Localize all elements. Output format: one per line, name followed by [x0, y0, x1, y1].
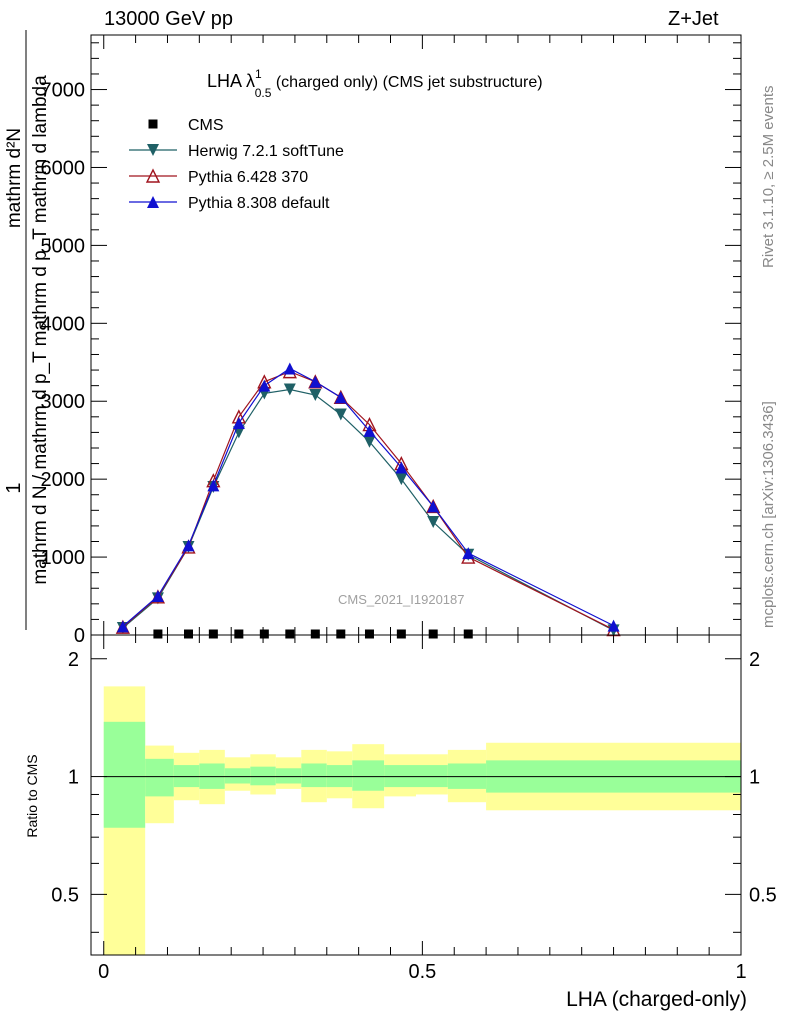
chart-title: LHA λ1 0.5 (charged only) (CMS jet substr… — [207, 67, 543, 100]
data-point-herwig-7-2-1-softtune — [395, 473, 408, 486]
data-point-cms — [310, 629, 320, 639]
data-point-pythia-8-308-default — [258, 379, 271, 392]
data-point-pythia-8-308-default — [395, 461, 408, 474]
data-point-pythia-8-308-default — [607, 619, 620, 632]
data-point-cms — [208, 629, 218, 639]
legend-marker — [147, 196, 159, 208]
legend-marker — [147, 144, 159, 156]
ratio-y-tick-label-right: 2 — [749, 649, 760, 671]
data-point-cms — [396, 629, 406, 639]
ratio-y-tick-label: 1 — [68, 767, 79, 789]
series-line-pythia-8-308-default — [122, 367, 614, 627]
y-axis-label: 1 mathrm d²N mathrm d N / mathrm d p_T mat… — [3, 30, 51, 630]
y-tick-label: 4000 — [41, 313, 86, 335]
y-tick-label: 1000 — [41, 547, 86, 569]
data-point-cms — [259, 629, 269, 639]
legend-label: Herwig 7.2.1 softTune — [188, 143, 344, 160]
data-point-pythia-8-308-default — [232, 417, 245, 430]
data-point-pythia-8-308-default — [427, 500, 440, 513]
x-tick-label: 1 — [735, 961, 746, 983]
uncertainty-band-green — [301, 763, 327, 788]
uncertainty-band-green — [224, 768, 251, 784]
ratio-frame — [90, 634, 742, 956]
data-point-pythia-8-308-default — [462, 547, 475, 560]
chart-labels: LHA λ1 0.5 (charged only) (CMS jet substr… — [3, 30, 747, 1011]
y-tick-label: 0 — [74, 625, 85, 647]
data-point-herwig-7-2-1-softtune — [309, 389, 322, 401]
data-point-cms — [153, 629, 163, 639]
data-point-herwig-7-2-1-softtune — [283, 383, 296, 396]
data-point-cms — [364, 629, 374, 639]
data-point-cms — [234, 629, 244, 639]
data-point-pythia-8-308-default — [151, 590, 164, 603]
x-tick-label: 0.5 — [408, 961, 436, 983]
x-tick-label: 0 — [98, 961, 109, 983]
main-panel: 0 1000 2000 3000 4000 5000 6000 7000 — [41, 34, 742, 647]
legend-marker — [145, 168, 161, 183]
ratio-y-tick-label-right: 1 — [749, 767, 760, 789]
data-point-cms — [463, 629, 473, 639]
data-point-herwig-7-2-1-softtune — [334, 408, 347, 421]
process-label: Z+Jet — [668, 8, 719, 30]
data-point-cms — [285, 629, 295, 639]
data-point-cms — [336, 629, 346, 639]
y-tick-label: 6000 — [41, 157, 86, 179]
series-line-pythia-6-428-370 — [122, 370, 614, 631]
legend-label: Pythia 8.308 default — [188, 195, 330, 212]
uncertainty-band-green — [250, 766, 276, 786]
ratio-y-axis-label: Ratio to CMS — [24, 754, 40, 837]
data-point-herwig-7-2-1-softtune — [427, 516, 440, 529]
y-tick-label: 7000 — [41, 80, 86, 102]
legend: CMS Herwig 7.2.1 softTune Pythia 6.428 370… — [129, 117, 344, 212]
legend-marker — [148, 119, 158, 129]
uncertainty-band-green — [145, 758, 174, 797]
data-point-pythia-8-308-default — [309, 375, 322, 388]
ratio-y-tick-label: 2 — [68, 649, 79, 671]
data-point-pythia-8-308-default — [116, 620, 129, 633]
ratio-y-tick-label-right: 0.5 — [749, 884, 777, 906]
ratio-panel: 0 0.5 1 0.5 0.5 1 1 2 2 — [51, 634, 777, 983]
data-point-pythia-8-308-default — [334, 391, 347, 404]
y-axis-label-top: mathrm d²N — [4, 128, 25, 228]
data-point-cms — [184, 629, 193, 639]
x-axis-label: LHA (charged-only) — [566, 988, 747, 1011]
data-point-herwig-7-2-1-softtune — [363, 435, 376, 448]
y-tick-label: 3000 — [41, 391, 86, 413]
data-point-cms — [428, 629, 438, 639]
uncertainty-band-green — [275, 768, 302, 784]
energy-label: 13000 GeV pp — [104, 8, 233, 30]
analysis-watermark: CMS_2021_I1920187 — [338, 592, 465, 607]
y-axis-label-numerator: 1 — [3, 482, 25, 493]
y-axis-label-bottom: mathrm d N / mathrm d p_T mathrm d p_T m… — [30, 75, 51, 585]
y-tick-label: 5000 — [41, 235, 86, 257]
uncertainty-band-green — [352, 760, 385, 791]
y-tick-label: 2000 — [41, 469, 86, 491]
data-point-pythia-8-308-default — [363, 424, 376, 437]
legend-label: Pythia 6.428 370 — [188, 169, 308, 186]
uncertainty-band-green — [103, 721, 146, 828]
ratio-y-tick-label: 0.5 — [51, 884, 79, 906]
data-point-pythia-8-308-default — [207, 479, 220, 492]
data-point-pythia-8-308-default — [283, 362, 296, 375]
data-point-pythia-8-308-default — [182, 539, 195, 552]
legend-label: CMS — [188, 117, 224, 134]
